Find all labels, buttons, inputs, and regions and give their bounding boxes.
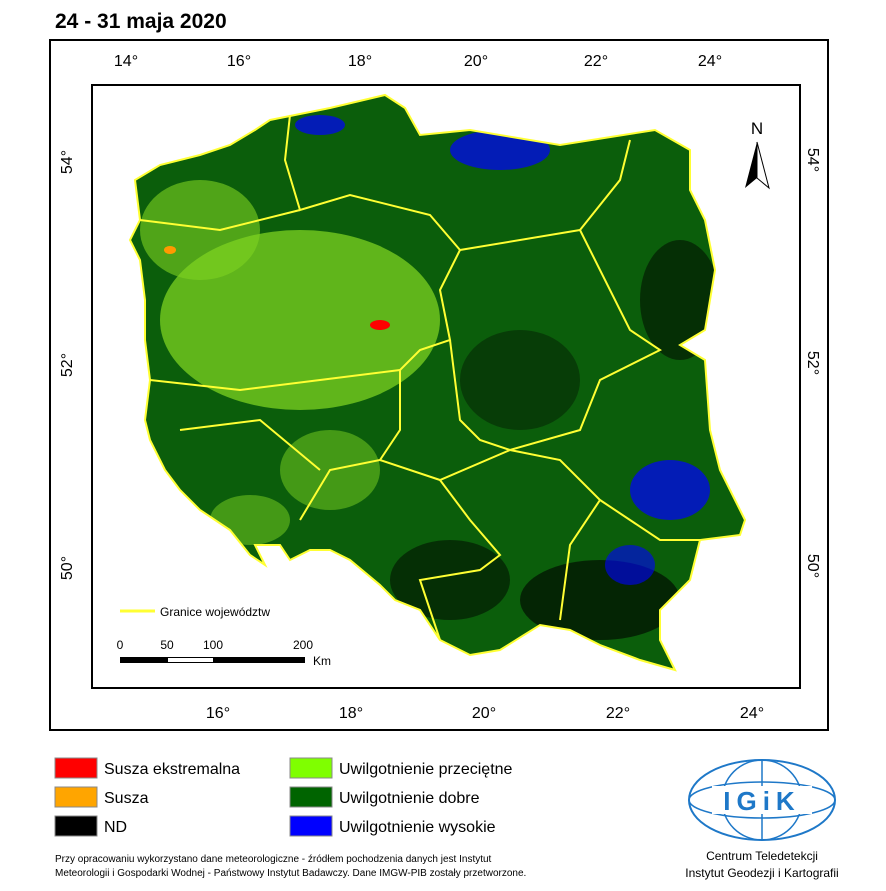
logo: IGiK xyxy=(688,759,836,841)
legend-swatch xyxy=(289,757,333,779)
map xyxy=(130,95,745,670)
institution: Instytut Geodezji i Kartografii xyxy=(685,866,838,880)
province-borders xyxy=(128,93,747,672)
legend: Susza ekstremalna Susza ND Uwilgotnienie… xyxy=(54,757,513,837)
north-label: N xyxy=(751,119,763,138)
lat-label: 52° xyxy=(804,351,821,375)
scale-label: 0 xyxy=(117,638,124,652)
lat-label: 54° xyxy=(59,150,76,174)
scale-label: 100 xyxy=(203,638,223,652)
border-legend-label: Granice województw xyxy=(160,605,270,619)
lon-label: 20° xyxy=(472,705,496,722)
lon-label: 16° xyxy=(206,705,230,722)
institution: Centrum Teledetekcji xyxy=(706,849,818,863)
legend-label: Uwilgotnienie wysokie xyxy=(339,819,496,836)
footnote: Przy opracowaniu wykorzystano dane meteo… xyxy=(55,854,492,865)
lon-label: 14° xyxy=(114,53,138,70)
legend-label: Susza xyxy=(104,790,149,807)
outer-frame xyxy=(49,39,829,731)
lat-label: 50° xyxy=(804,554,821,578)
map-frame xyxy=(91,84,801,689)
lon-label: 16° xyxy=(227,53,251,70)
logo-text: IGiK xyxy=(723,786,800,816)
lon-label: 18° xyxy=(348,53,372,70)
legend-swatch xyxy=(289,786,333,808)
bottom-axis: 16° 18° 20° 22° 24° xyxy=(206,705,764,722)
legend-label: Uwilgotnienie dobre xyxy=(339,790,480,807)
footnote: Meteorologii i Gospodarki Wodnej - Państ… xyxy=(55,868,526,879)
north-arrow: N xyxy=(745,119,770,190)
legend-label: Susza ekstremalna xyxy=(104,761,240,778)
lat-label: 52° xyxy=(59,353,76,377)
lon-label: 24° xyxy=(698,53,722,70)
lon-label: 24° xyxy=(740,705,764,722)
legend-label: ND xyxy=(104,819,127,836)
lon-label: 22° xyxy=(584,53,608,70)
left-axis: 54° 52° 50° xyxy=(59,150,76,580)
scale-label: 50 xyxy=(160,638,174,652)
scale-bar: 0 50 100 200 Km xyxy=(117,638,331,668)
lon-label: 22° xyxy=(606,705,630,722)
lat-label: 54° xyxy=(804,148,821,172)
lat-label: 50° xyxy=(59,556,76,580)
title: 24 - 31 maja 2020 xyxy=(55,10,227,33)
scale-label: 200 xyxy=(293,638,313,652)
lon-label: 18° xyxy=(339,705,363,722)
scale-unit: Km xyxy=(313,654,331,668)
top-axis: 14° 16° 18° 20° 22° 24° xyxy=(114,53,722,70)
right-axis: 54° 52° 50° xyxy=(804,148,821,578)
legend-swatch xyxy=(54,815,98,837)
legend-label: Uwilgotnienie przeciętne xyxy=(339,761,513,778)
legend-swatch xyxy=(54,786,98,808)
legend-swatch xyxy=(289,815,333,837)
legend-swatch xyxy=(54,757,98,779)
lon-label: 20° xyxy=(464,53,488,70)
